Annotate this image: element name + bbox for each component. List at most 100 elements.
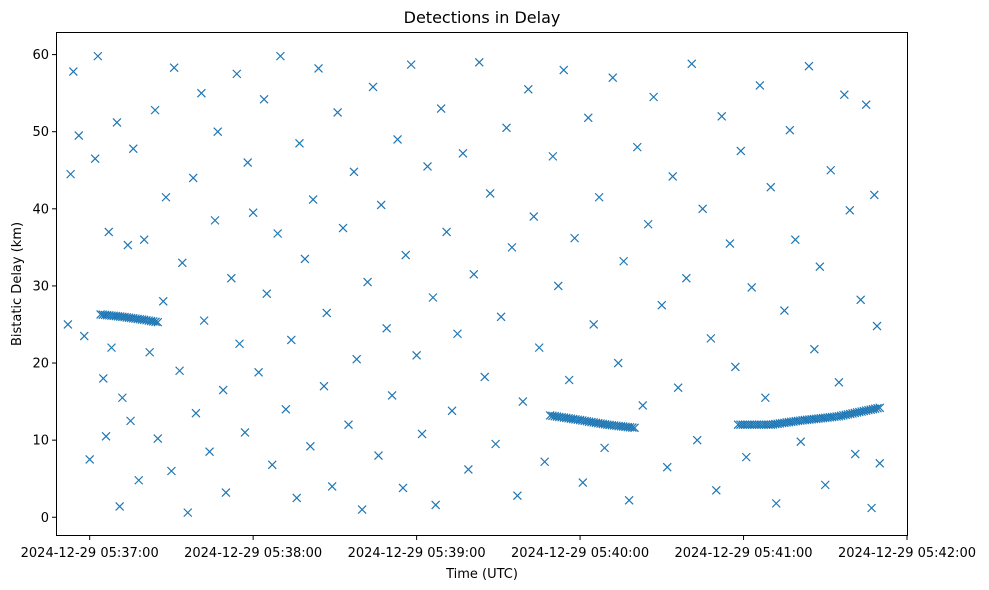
- data-point: [295, 138, 304, 148]
- data-point: [349, 167, 359, 177]
- data-point: [333, 108, 343, 117]
- data-point: [74, 131, 84, 140]
- y-tick-label: 30: [32, 279, 49, 294]
- data-point: [760, 393, 770, 403]
- data-point: [243, 158, 253, 167]
- data-point: [725, 239, 735, 248]
- data-point: [502, 123, 511, 133]
- data-point: [226, 273, 236, 283]
- data-point: [275, 51, 285, 61]
- data-point: [196, 88, 206, 98]
- data-point: [338, 223, 348, 233]
- x-tick-label: 2024-12-29 05:39:00: [348, 546, 486, 561]
- data-point: [213, 127, 223, 137]
- data-points: [63, 51, 885, 518]
- data-point: [218, 385, 228, 395]
- data-point: [161, 192, 171, 202]
- data-point: [570, 233, 580, 243]
- data-point: [564, 375, 574, 385]
- data-point: [850, 449, 860, 459]
- x-tick-label: 2024-12-29 05:37:00: [21, 546, 159, 561]
- data-point: [79, 331, 89, 341]
- data-point: [267, 460, 277, 470]
- data-point: [796, 437, 806, 447]
- y-tick-label: 60: [32, 48, 49, 63]
- data-point: [583, 113, 593, 123]
- data-point: [300, 254, 310, 264]
- data-point: [128, 144, 138, 154]
- data-point: [205, 447, 214, 457]
- data-point: [518, 397, 528, 407]
- track-point: [630, 423, 639, 433]
- x-tick-label: 2024-12-29 05:40:00: [511, 546, 649, 561]
- data-point: [177, 258, 187, 268]
- data-point: [613, 358, 623, 368]
- data-point: [845, 205, 855, 215]
- data-point: [428, 293, 438, 302]
- data-point: [90, 154, 100, 164]
- data-point: [815, 262, 825, 272]
- y-tick-label: 20: [32, 357, 49, 372]
- y-tick-label: 10: [32, 434, 49, 449]
- data-point: [153, 434, 163, 444]
- data-point: [496, 312, 506, 322]
- data-point: [286, 335, 296, 345]
- data-point: [649, 92, 659, 102]
- data-point: [423, 161, 432, 171]
- data-point: [447, 406, 457, 416]
- data-point: [117, 393, 127, 403]
- data-point: [232, 69, 242, 79]
- data-point: [681, 273, 691, 283]
- data-point: [259, 94, 269, 104]
- data-point: [534, 343, 544, 353]
- data-point: [368, 82, 378, 92]
- data-point: [139, 235, 149, 245]
- y-axis: 0 10 20 30 40 50 60: [32, 48, 57, 526]
- data-point: [867, 503, 877, 513]
- data-point: [327, 481, 337, 491]
- data-point: [104, 227, 114, 237]
- data-point: [662, 462, 672, 472]
- data-point: [698, 204, 708, 214]
- data-point: [766, 182, 776, 192]
- data-point: [126, 416, 135, 426]
- data-point: [741, 452, 751, 462]
- data-point: [376, 200, 386, 210]
- data-point: [308, 195, 318, 204]
- data-point: [875, 458, 885, 468]
- data-point: [594, 192, 604, 202]
- data-point: [374, 451, 383, 460]
- data-point: [559, 65, 569, 75]
- data-point: [68, 67, 78, 76]
- data-point: [63, 320, 73, 329]
- track-point: [151, 317, 160, 327]
- data-point: [150, 105, 160, 115]
- data-point: [809, 344, 819, 354]
- data-point: [387, 391, 397, 400]
- data-point: [305, 441, 315, 451]
- data-point: [474, 57, 484, 67]
- track-point: [627, 423, 637, 432]
- data-point: [436, 104, 446, 113]
- x-axis: 2024-12-29 05:37:00 2024-12-29 05:38:00 20…: [21, 535, 976, 561]
- data-point: [398, 483, 408, 493]
- data-point: [861, 100, 871, 110]
- data-point: [529, 212, 539, 221]
- data-point: [357, 505, 367, 514]
- data-point: [553, 281, 563, 291]
- data-point: [322, 308, 332, 318]
- data-point: [785, 125, 795, 135]
- data-point: [491, 439, 501, 449]
- data-point: [344, 420, 353, 430]
- data-point: [382, 323, 392, 333]
- data-point: [687, 59, 697, 69]
- data-point: [112, 118, 122, 127]
- data-point: [401, 250, 411, 260]
- data-point: [123, 240, 133, 250]
- data-point: [804, 61, 814, 71]
- data-point: [248, 208, 258, 218]
- y-tick-label: 50: [32, 125, 49, 140]
- data-point: [872, 321, 882, 331]
- data-point: [66, 169, 76, 179]
